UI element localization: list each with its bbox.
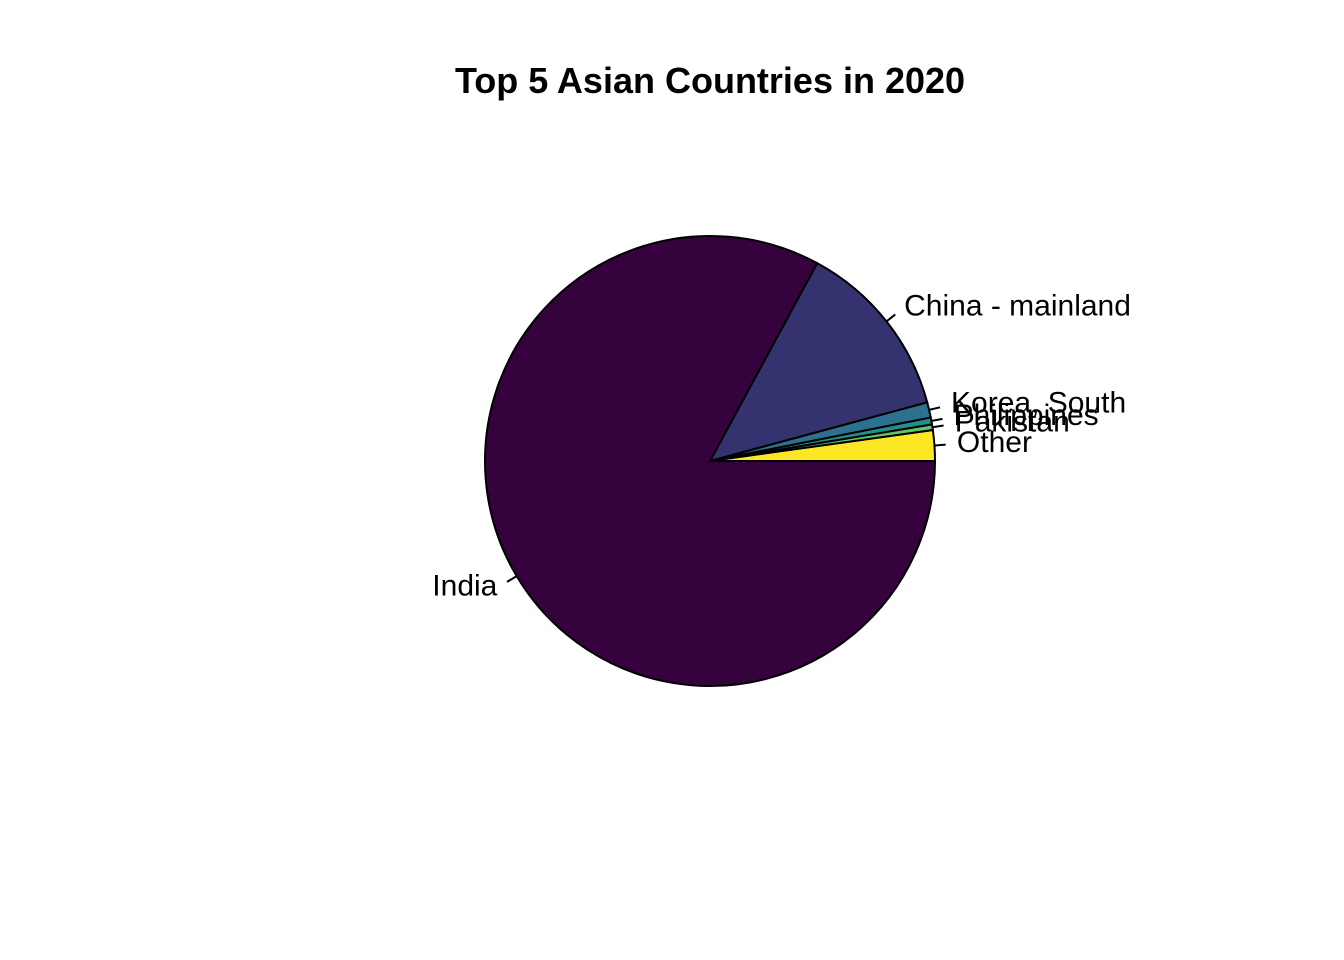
slice-label-korea-south: Korea, South — [951, 387, 1126, 420]
slice-label-pakistan: Pakistan — [955, 406, 1070, 439]
leader-line-other — [934, 443, 946, 447]
slice-label-india: India — [432, 570, 497, 603]
slice-label-philippines: Philippines — [954, 399, 1099, 432]
label-leaders — [506, 313, 946, 583]
leader-line-china-mainland — [885, 313, 896, 323]
leader-line-pakistan — [932, 424, 944, 429]
chart-title: Top 5 Asian Countries in 2020 — [455, 60, 965, 101]
leader-line-india — [506, 575, 518, 583]
leader-line-korea-south — [928, 406, 941, 411]
slice-label-china-mainland: China - mainland — [904, 289, 1131, 322]
pie-slices — [484, 235, 937, 687]
slice-label-other: Other — [957, 426, 1032, 459]
leader-line-philippines — [931, 417, 943, 422]
pie-slice-china-mainland — [708, 261, 929, 463]
